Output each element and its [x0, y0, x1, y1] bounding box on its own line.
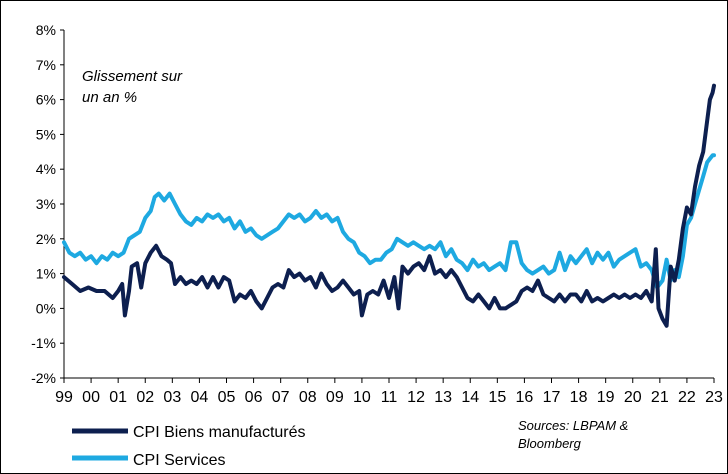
y-axis-tick-labels: 8% 7% 6% 5% 4% 3% 2% 1% 0% -1% -2% [31, 22, 56, 386]
x-tick-label: 22 [678, 389, 696, 406]
y-tick-label: -1% [31, 335, 56, 351]
legend-label-services: CPI Services [133, 452, 225, 469]
x-tick-label: 19 [597, 389, 615, 406]
y-tick-label: 2% [36, 231, 56, 247]
x-axis-tick-labels: 99 00 01 02 03 04 05 06 07 08 09 10 11 12 13 14 15 16 17 18… [55, 389, 723, 406]
y-tick-label: 3% [36, 196, 56, 212]
source-line-2: Bloomberg [518, 436, 582, 451]
x-tick-label: 09 [326, 389, 344, 406]
x-tick-label: 18 [570, 389, 588, 406]
x-tick-label: 08 [299, 389, 317, 406]
x-tick-label: 21 [651, 389, 669, 406]
legend: CPI Biens manufacturés CPI Services [72, 424, 306, 469]
y-tick-label: -2% [31, 370, 56, 386]
x-tick-label: 13 [434, 389, 452, 406]
x-tick-label: 07 [272, 389, 290, 406]
series-line-services [62, 153, 716, 290]
x-tick-label: 14 [461, 389, 479, 406]
annotation-line-1: Glissement sur [82, 68, 183, 85]
y-tick-label: 7% [36, 57, 56, 73]
y-tick-label: 6% [36, 92, 56, 108]
legend-label-biens: CPI Biens manufacturés [133, 424, 306, 441]
x-tick-label: 12 [407, 389, 425, 406]
x-tick-label: 03 [163, 389, 181, 406]
x-tick-label: 20 [624, 389, 642, 406]
x-tick-label: 11 [381, 389, 398, 406]
y-tick-label: 1% [36, 266, 56, 282]
x-tick-label: 23 [705, 389, 723, 406]
source-line-1: Sources: LBPAM & [518, 418, 628, 433]
x-tick-label: 16 [516, 389, 534, 406]
x-tick-label: 17 [543, 389, 561, 406]
y-tick-label: 8% [36, 22, 56, 38]
x-tick-label: 02 [136, 389, 154, 406]
x-tick-label: 01 [109, 389, 127, 406]
x-tick-label: 99 [55, 389, 73, 406]
annotation-line-2: un an % [82, 89, 137, 106]
series-line-biens [62, 83, 716, 328]
x-tick-label: 04 [191, 389, 209, 406]
x-tick-label: 15 [488, 389, 506, 406]
y-tick-label: 4% [36, 161, 56, 177]
axes [60, 29, 715, 383]
y-tick-label: 0% [36, 300, 56, 316]
x-tick-label: 10 [353, 389, 371, 406]
x-tick-label: 05 [218, 389, 236, 406]
series-group [62, 83, 716, 328]
y-tick-label: 5% [36, 126, 56, 142]
x-tick-label: 00 [82, 389, 100, 406]
x-tick-label: 06 [245, 389, 263, 406]
